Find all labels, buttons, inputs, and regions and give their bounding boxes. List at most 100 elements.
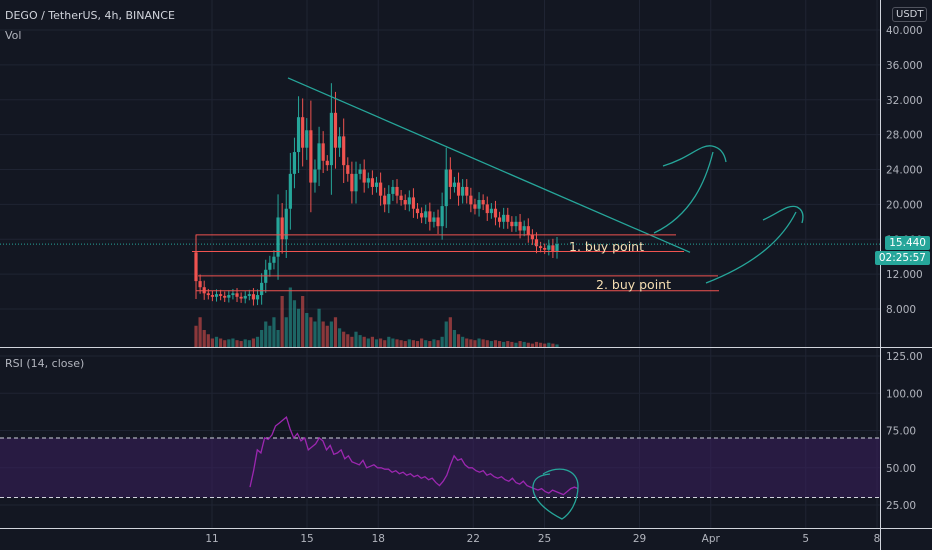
volume-bar xyxy=(485,340,489,347)
volume-bar xyxy=(518,341,522,347)
volume-bar xyxy=(301,296,305,347)
volume-bar xyxy=(243,339,247,347)
candle-body xyxy=(403,200,407,205)
price-tick-label: 28.000 xyxy=(886,130,923,142)
volume-bar xyxy=(329,321,333,347)
time-tick-label: 15 xyxy=(300,533,313,545)
candle-body xyxy=(497,217,502,222)
candle-body xyxy=(235,293,239,297)
candle-body xyxy=(272,256,276,263)
price-tick-label: 8.000 xyxy=(886,304,916,316)
volume-bar xyxy=(551,343,555,347)
volume-bar xyxy=(473,340,477,347)
volume-bar xyxy=(276,330,280,347)
volume-bar xyxy=(420,338,424,347)
candle-body xyxy=(538,246,543,248)
volume-bar xyxy=(428,341,432,347)
candle-body xyxy=(288,173,292,209)
symbol-title[interactable]: DEGO / TetherUS, 4h, BINANCE xyxy=(5,9,175,22)
volume-bar xyxy=(456,334,461,347)
rsi-tick-label: 75.00 xyxy=(886,426,916,438)
time-tick-label: 22 xyxy=(467,533,480,545)
candle-body xyxy=(411,197,416,209)
volume-bar xyxy=(387,336,391,347)
candle-body xyxy=(481,200,485,205)
candle-body xyxy=(379,182,383,196)
time-tick-label: 25 xyxy=(538,533,551,545)
candle-body xyxy=(214,294,219,297)
volume-bar xyxy=(264,321,268,347)
rsi-label[interactable]: RSI (14, close) xyxy=(5,357,85,370)
volume-bar xyxy=(235,340,239,347)
volume-bar xyxy=(502,341,506,347)
volume-bar xyxy=(325,325,329,347)
candle-body xyxy=(219,294,223,296)
volume-bar xyxy=(342,331,346,347)
candle-body xyxy=(555,244,559,252)
price-tick-label: 12.000 xyxy=(886,269,923,281)
volume-bar xyxy=(210,338,215,347)
volume-bar xyxy=(284,317,288,347)
candle-body xyxy=(206,293,210,296)
volume-bar xyxy=(448,317,452,347)
candle-body xyxy=(362,169,366,183)
volume-bar xyxy=(452,330,457,347)
candle-body xyxy=(350,173,354,192)
candle-body xyxy=(514,221,518,227)
trendline xyxy=(287,77,691,253)
candle-body xyxy=(469,195,473,205)
candle-body xyxy=(276,217,280,257)
volume-label: Vol xyxy=(5,29,22,42)
volume-bar xyxy=(403,341,407,347)
candle-body xyxy=(333,112,338,148)
projection-curve xyxy=(653,145,727,234)
volume-bar xyxy=(395,339,399,347)
volume-bar xyxy=(510,341,514,347)
volume-bar xyxy=(239,341,243,347)
volume-bar xyxy=(366,338,370,347)
rsi-tick-label: 100.00 xyxy=(886,388,923,400)
buy-point-2-label: 2. buy point xyxy=(596,277,671,292)
candle-body xyxy=(432,217,436,222)
candle-body xyxy=(251,294,256,300)
candle-body xyxy=(268,262,272,270)
volume-bar xyxy=(296,308,301,347)
price-tick-label: 24.000 xyxy=(886,165,923,177)
candle-body xyxy=(313,169,317,183)
volume-bar xyxy=(231,338,235,347)
rsi-line xyxy=(249,415,579,496)
volume-bar xyxy=(538,342,543,347)
volume-bar xyxy=(497,341,502,347)
rsi-band xyxy=(0,437,880,498)
candle-body xyxy=(210,295,215,297)
time-tick-label: Apr xyxy=(702,533,721,545)
currency-label[interactable]: USDT xyxy=(892,7,928,22)
candle-body xyxy=(543,247,547,250)
candle-body xyxy=(309,130,313,183)
candle-body xyxy=(374,182,379,187)
price-tick-label: 40.000 xyxy=(886,25,923,37)
candle-body xyxy=(329,112,333,166)
volume-bar xyxy=(333,317,338,347)
last-price-badge: 15.440 xyxy=(885,236,930,250)
candle-body xyxy=(231,293,235,296)
time-tick-label: 18 xyxy=(372,533,385,545)
time-tick-label: 11 xyxy=(205,533,218,545)
candle-body xyxy=(321,143,325,161)
candle-body xyxy=(337,136,342,148)
volume-bar xyxy=(227,339,231,347)
candle-body xyxy=(526,226,530,235)
volume-bar xyxy=(440,336,444,347)
volume-bar xyxy=(202,330,206,347)
candle-body xyxy=(420,213,424,218)
volume-bar xyxy=(444,321,448,347)
rsi-tick-label: 25.00 xyxy=(886,500,916,512)
candle-body xyxy=(477,200,481,209)
candle-body xyxy=(461,186,465,196)
candle-body xyxy=(493,208,498,218)
volume-bar xyxy=(206,334,210,347)
candle-body xyxy=(358,169,362,174)
volume-bar xyxy=(309,317,313,347)
volume-bar xyxy=(358,335,362,347)
